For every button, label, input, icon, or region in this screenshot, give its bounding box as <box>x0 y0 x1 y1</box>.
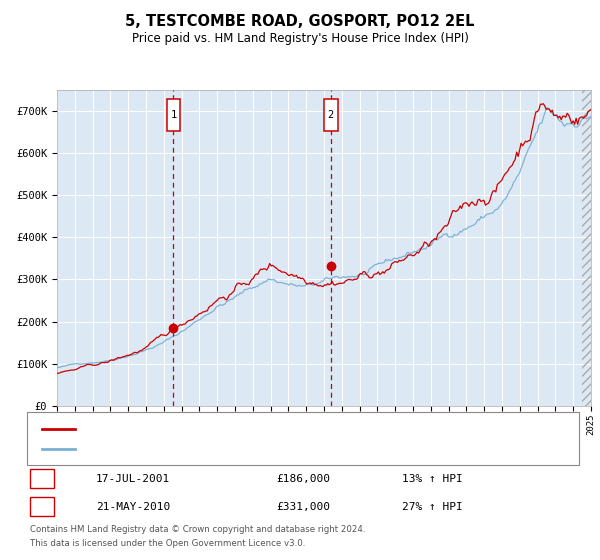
Text: 21-MAY-2010: 21-MAY-2010 <box>96 502 170 512</box>
Text: 27% ↑ HPI: 27% ↑ HPI <box>402 502 463 512</box>
Text: HPI: Average price, detached house, Gosport: HPI: Average price, detached house, Gosp… <box>82 444 317 454</box>
Text: 2: 2 <box>38 502 46 512</box>
Text: 5, TESTCOMBE ROAD, GOSPORT, PO12 2EL: 5, TESTCOMBE ROAD, GOSPORT, PO12 2EL <box>125 14 475 29</box>
Text: 1: 1 <box>38 474 46 484</box>
Text: Contains HM Land Registry data © Crown copyright and database right 2024.: Contains HM Land Registry data © Crown c… <box>30 525 365 534</box>
Text: This data is licensed under the Open Government Licence v3.0.: This data is licensed under the Open Gov… <box>30 539 305 548</box>
Text: £331,000: £331,000 <box>276 502 330 512</box>
Text: 1: 1 <box>170 110 176 120</box>
Text: 17-JUL-2001: 17-JUL-2001 <box>96 474 170 484</box>
FancyBboxPatch shape <box>167 99 180 131</box>
FancyBboxPatch shape <box>324 99 338 131</box>
Text: 2: 2 <box>328 110 334 120</box>
Text: £186,000: £186,000 <box>276 474 330 484</box>
Bar <box>582 90 591 406</box>
Text: 5, TESTCOMBE ROAD, GOSPORT, PO12 2EL (detached house): 5, TESTCOMBE ROAD, GOSPORT, PO12 2EL (de… <box>82 424 400 433</box>
Text: 13% ↑ HPI: 13% ↑ HPI <box>402 474 463 484</box>
Text: Price paid vs. HM Land Registry's House Price Index (HPI): Price paid vs. HM Land Registry's House … <box>131 32 469 45</box>
